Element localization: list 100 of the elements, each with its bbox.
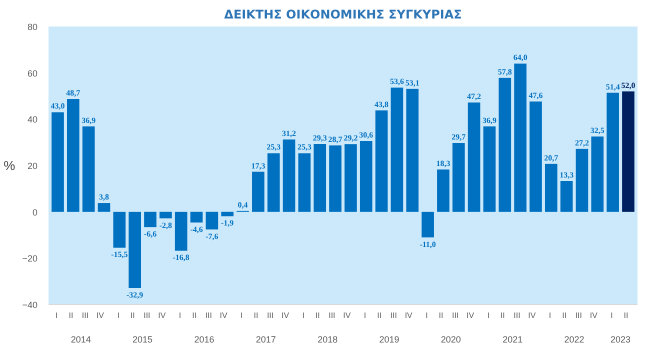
text: 2018: [318, 334, 338, 344]
y-axis-title: %: [4, 158, 16, 173]
x-tick-label: II: [130, 311, 135, 320]
x-tick-label: III: [328, 311, 336, 320]
data-label: 28,7: [328, 134, 342, 144]
bar: [544, 164, 558, 212]
data-label: 13,3: [560, 170, 574, 180]
text: 2015: [132, 334, 153, 344]
x-tick-label: III: [390, 311, 397, 320]
text: 2021: [502, 334, 523, 344]
x-tick-label: II: [624, 311, 628, 320]
bar: [67, 99, 80, 212]
y-tick-label: 40: [27, 114, 38, 125]
data-label: 47,6: [528, 91, 543, 100]
bar: [606, 92, 619, 212]
data-label: -2,8: [159, 220, 172, 230]
text: 2017: [256, 334, 276, 344]
bar: [52, 112, 64, 212]
data-label: 64,0: [513, 53, 528, 62]
data-label: 36,9: [82, 116, 96, 125]
bar: [190, 212, 203, 222]
bar: [452, 143, 465, 212]
text: 2016: [194, 334, 214, 344]
y-tick-label: 60: [27, 68, 38, 78]
data-label: 25,3: [297, 142, 312, 152]
x-tick-label: I: [56, 311, 58, 320]
bar: [560, 181, 573, 212]
x-tick-label: I: [364, 311, 366, 320]
data-label: 53,6: [390, 77, 404, 86]
data-label: 20,7: [544, 153, 558, 162]
x-tick-label: II: [68, 311, 74, 320]
x-tick-label: III: [514, 311, 520, 320]
x-tick-label: II: [562, 311, 567, 320]
data-label: 57,8: [498, 67, 512, 76]
data-label: 48,7: [66, 88, 80, 98]
bar: [267, 153, 280, 212]
data-label: 47,2: [467, 92, 482, 102]
text: 2023: [610, 334, 631, 344]
data-label: 36,9: [482, 116, 496, 125]
bar: [252, 172, 264, 212]
bar: [329, 145, 342, 212]
x-tick-label: IV: [466, 311, 475, 320]
y-tick-label: −20: [22, 254, 38, 264]
data-label: -7,6: [206, 232, 218, 241]
x-tick-label: I: [487, 311, 490, 320]
x-tick-label: II: [192, 311, 197, 320]
data-label: 30,6: [359, 130, 374, 140]
bar: [206, 212, 218, 230]
bar: [375, 110, 388, 212]
text: 2014: [70, 334, 91, 344]
x-tick-label: IV: [590, 311, 598, 320]
bar: [314, 144, 326, 212]
bar: [298, 153, 311, 212]
bar: [144, 212, 156, 228]
bar: [498, 78, 512, 212]
x-tick-label: III: [205, 311, 212, 320]
text: 2022: [564, 334, 584, 344]
data-label: 25,3: [266, 142, 281, 152]
x-tick-label: III: [452, 311, 459, 320]
data-label: -11,0: [420, 240, 436, 249]
x-tick-label: I: [178, 311, 182, 320]
y-tick-label: 80: [27, 22, 38, 32]
bar: [344, 144, 357, 212]
bar: [468, 102, 480, 212]
x-tick-label: IV: [528, 311, 536, 320]
data-label: 43,8: [374, 100, 389, 109]
data-label: 51,4: [606, 82, 620, 92]
data-label: 53,1: [405, 78, 420, 88]
text: 2020: [440, 334, 461, 344]
bar: [514, 64, 526, 212]
x-tick-label: I: [302, 311, 304, 320]
bar: [530, 102, 542, 212]
x-tick-label: III: [144, 311, 150, 320]
bar: [82, 126, 95, 212]
bar: [483, 126, 496, 212]
x-tick-label: I: [548, 311, 552, 320]
y-tick-label: 20: [27, 161, 38, 171]
data-label: 29,7: [452, 132, 466, 142]
y-tick-label: −40: [22, 300, 38, 310]
data-label: -15,5: [111, 250, 128, 260]
bar: [360, 140, 372, 212]
data-label: -4,6: [190, 224, 203, 234]
data-label: -32,9: [126, 290, 144, 300]
data-label: 29,3: [312, 133, 327, 142]
bar: [113, 212, 126, 248]
x-tick-label: II: [500, 311, 505, 320]
data-label: 0,4: [238, 200, 248, 210]
data-label: 3,8: [99, 192, 110, 202]
data-label: -1,9: [221, 218, 234, 228]
x-tick-label: IV: [281, 311, 290, 320]
chart-title: ΔΕΙΚΤΗΣ ΟΙΚΟΝΟΜΙΚΗΣ ΣΥΓΚΥΡΙΑΣ: [224, 8, 462, 22]
bar: [282, 140, 296, 212]
data-label: 27,2: [574, 138, 589, 148]
x-tick-label: I: [426, 311, 428, 320]
bar: [128, 212, 142, 288]
data-label: 43,0: [50, 102, 65, 111]
text: 2019: [379, 334, 400, 344]
bar: [221, 212, 234, 216]
data-label: 17,3: [251, 161, 266, 170]
data-label: 18,3: [436, 158, 450, 168]
